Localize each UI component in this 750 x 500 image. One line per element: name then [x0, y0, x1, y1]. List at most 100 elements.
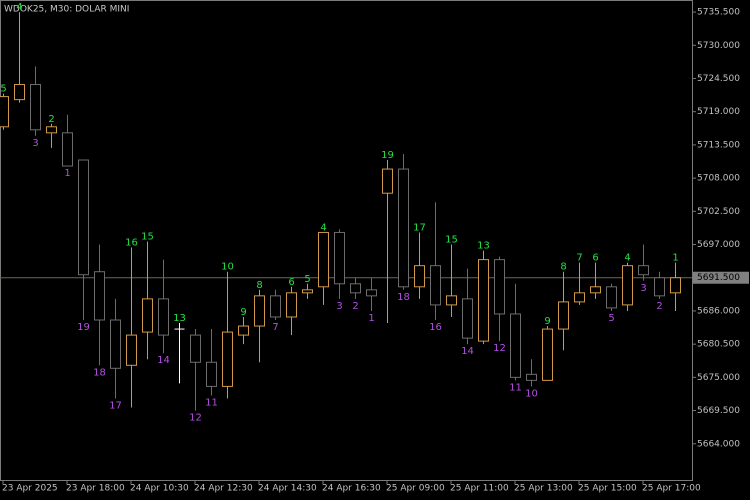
- count-label: 19: [77, 322, 90, 333]
- candle-body: [382, 168, 393, 194]
- count-label: 9: [544, 316, 550, 327]
- candle-body: [606, 286, 617, 309]
- count-label: 9: [240, 307, 246, 318]
- last-price-box: [693, 271, 749, 284]
- candle-body: [558, 301, 569, 330]
- y-tick-label: 5680.500: [697, 340, 740, 350]
- count-label: 6: [592, 253, 598, 264]
- candle-body: [590, 286, 601, 294]
- count-label: 12: [189, 413, 202, 424]
- candle-body: [78, 159, 89, 276]
- count-label: 3: [32, 138, 38, 149]
- count-label: 13: [173, 313, 186, 324]
- x-tick-label: 24 Apr 14:30: [258, 484, 317, 494]
- count-label: 14: [157, 355, 170, 366]
- y-tick-label: 5664.000: [697, 439, 740, 449]
- candle-body: [542, 328, 553, 381]
- count-label: 2: [656, 301, 662, 312]
- count-label: 5: [0, 84, 6, 95]
- candle-body: [462, 298, 473, 339]
- candle-body: [206, 361, 217, 387]
- last-price-label: 5691.500: [697, 273, 740, 283]
- candle-body: [30, 84, 41, 131]
- x-tick-label: 23 Apr 18:00: [66, 484, 125, 494]
- count-label: 5: [608, 313, 614, 324]
- x-tick-label: 23 Apr 2025: [2, 484, 58, 494]
- candle-body: [238, 325, 249, 336]
- candle-body: [62, 132, 73, 167]
- y-tick-label: 5719.000: [697, 107, 740, 117]
- y-tick-label: 5708.000: [697, 174, 740, 184]
- count-label: 11: [205, 397, 218, 408]
- candle-body: [302, 289, 313, 294]
- x-tick-label: 24 Apr 10:30: [130, 484, 189, 494]
- x-tick-label: 25 Apr 09:00: [386, 484, 445, 494]
- count-label: 11: [509, 382, 522, 393]
- candle-body: [366, 289, 377, 297]
- candle-body: [350, 283, 361, 294]
- x-tick-label: 25 Apr 17:00: [642, 484, 701, 494]
- x-tick-label: 24 Apr 12:30: [194, 484, 253, 494]
- chart-title: WDOK25, M30: DOLAR MINI: [4, 5, 129, 15]
- count-label: 1: [64, 168, 70, 179]
- candle-body: [158, 298, 169, 336]
- count-label: 13: [477, 241, 490, 252]
- count-label: 18: [93, 367, 106, 378]
- count-label: 1: [368, 313, 374, 324]
- count-label: 10: [221, 262, 234, 273]
- count-label: 15: [141, 232, 154, 243]
- candle-body: [334, 231, 345, 285]
- candle-body: [270, 295, 281, 318]
- count-label: 7: [576, 253, 582, 264]
- candle-body: [318, 231, 329, 288]
- count-label: 1: [672, 253, 678, 264]
- candle-body: [510, 313, 521, 378]
- candle-body: [0, 96, 9, 128]
- candle-body: [190, 334, 201, 363]
- candle-body: [654, 277, 665, 297]
- candle-body: [670, 277, 681, 294]
- count-label: 4: [16, 2, 22, 13]
- count-label: 16: [125, 238, 138, 249]
- count-label: 7: [272, 322, 278, 333]
- count-label: 17: [413, 222, 426, 233]
- count-label: 10: [525, 388, 538, 399]
- count-label: 18: [397, 292, 410, 303]
- count-label: 3: [640, 283, 646, 294]
- count-label: 4: [320, 222, 326, 233]
- candle-body: [142, 298, 153, 333]
- x-tick-label: 25 Apr 11:00: [450, 484, 509, 494]
- candle-body: [94, 271, 105, 321]
- x-tick-label: 25 Apr 13:00: [514, 484, 573, 494]
- candle-body: [638, 265, 649, 276]
- y-tick-label: 5730.000: [697, 41, 740, 51]
- candle-body: [494, 259, 505, 315]
- count-label: 8: [256, 280, 262, 291]
- x-tick-label: 25 Apr 15:00: [578, 484, 637, 494]
- y-tick-label: 5669.500: [697, 406, 740, 416]
- candle-body: [46, 126, 57, 134]
- count-label: 5: [304, 274, 310, 285]
- candle-body: [286, 292, 297, 318]
- candle-body: [574, 292, 585, 303]
- y-tick-label: 5675.000: [697, 373, 740, 383]
- count-label: 3: [336, 301, 342, 312]
- count-label: 15: [445, 235, 458, 246]
- y-tick-label: 5686.000: [697, 306, 740, 316]
- count-label: 8: [560, 262, 566, 273]
- candle-body: [478, 259, 489, 342]
- candle-body: [526, 373, 537, 381]
- candle-body: [126, 334, 137, 366]
- candle-body: [430, 265, 441, 306]
- candle-body: [414, 265, 425, 288]
- count-label: 14: [461, 346, 474, 357]
- candle-body: [254, 295, 265, 327]
- count-label: 12: [493, 343, 506, 354]
- candle-body: [14, 84, 25, 101]
- y-tick-label: 5735.500: [697, 8, 740, 18]
- count-label: 2: [48, 114, 54, 125]
- candle-body: [398, 168, 409, 288]
- count-label: 16: [429, 322, 442, 333]
